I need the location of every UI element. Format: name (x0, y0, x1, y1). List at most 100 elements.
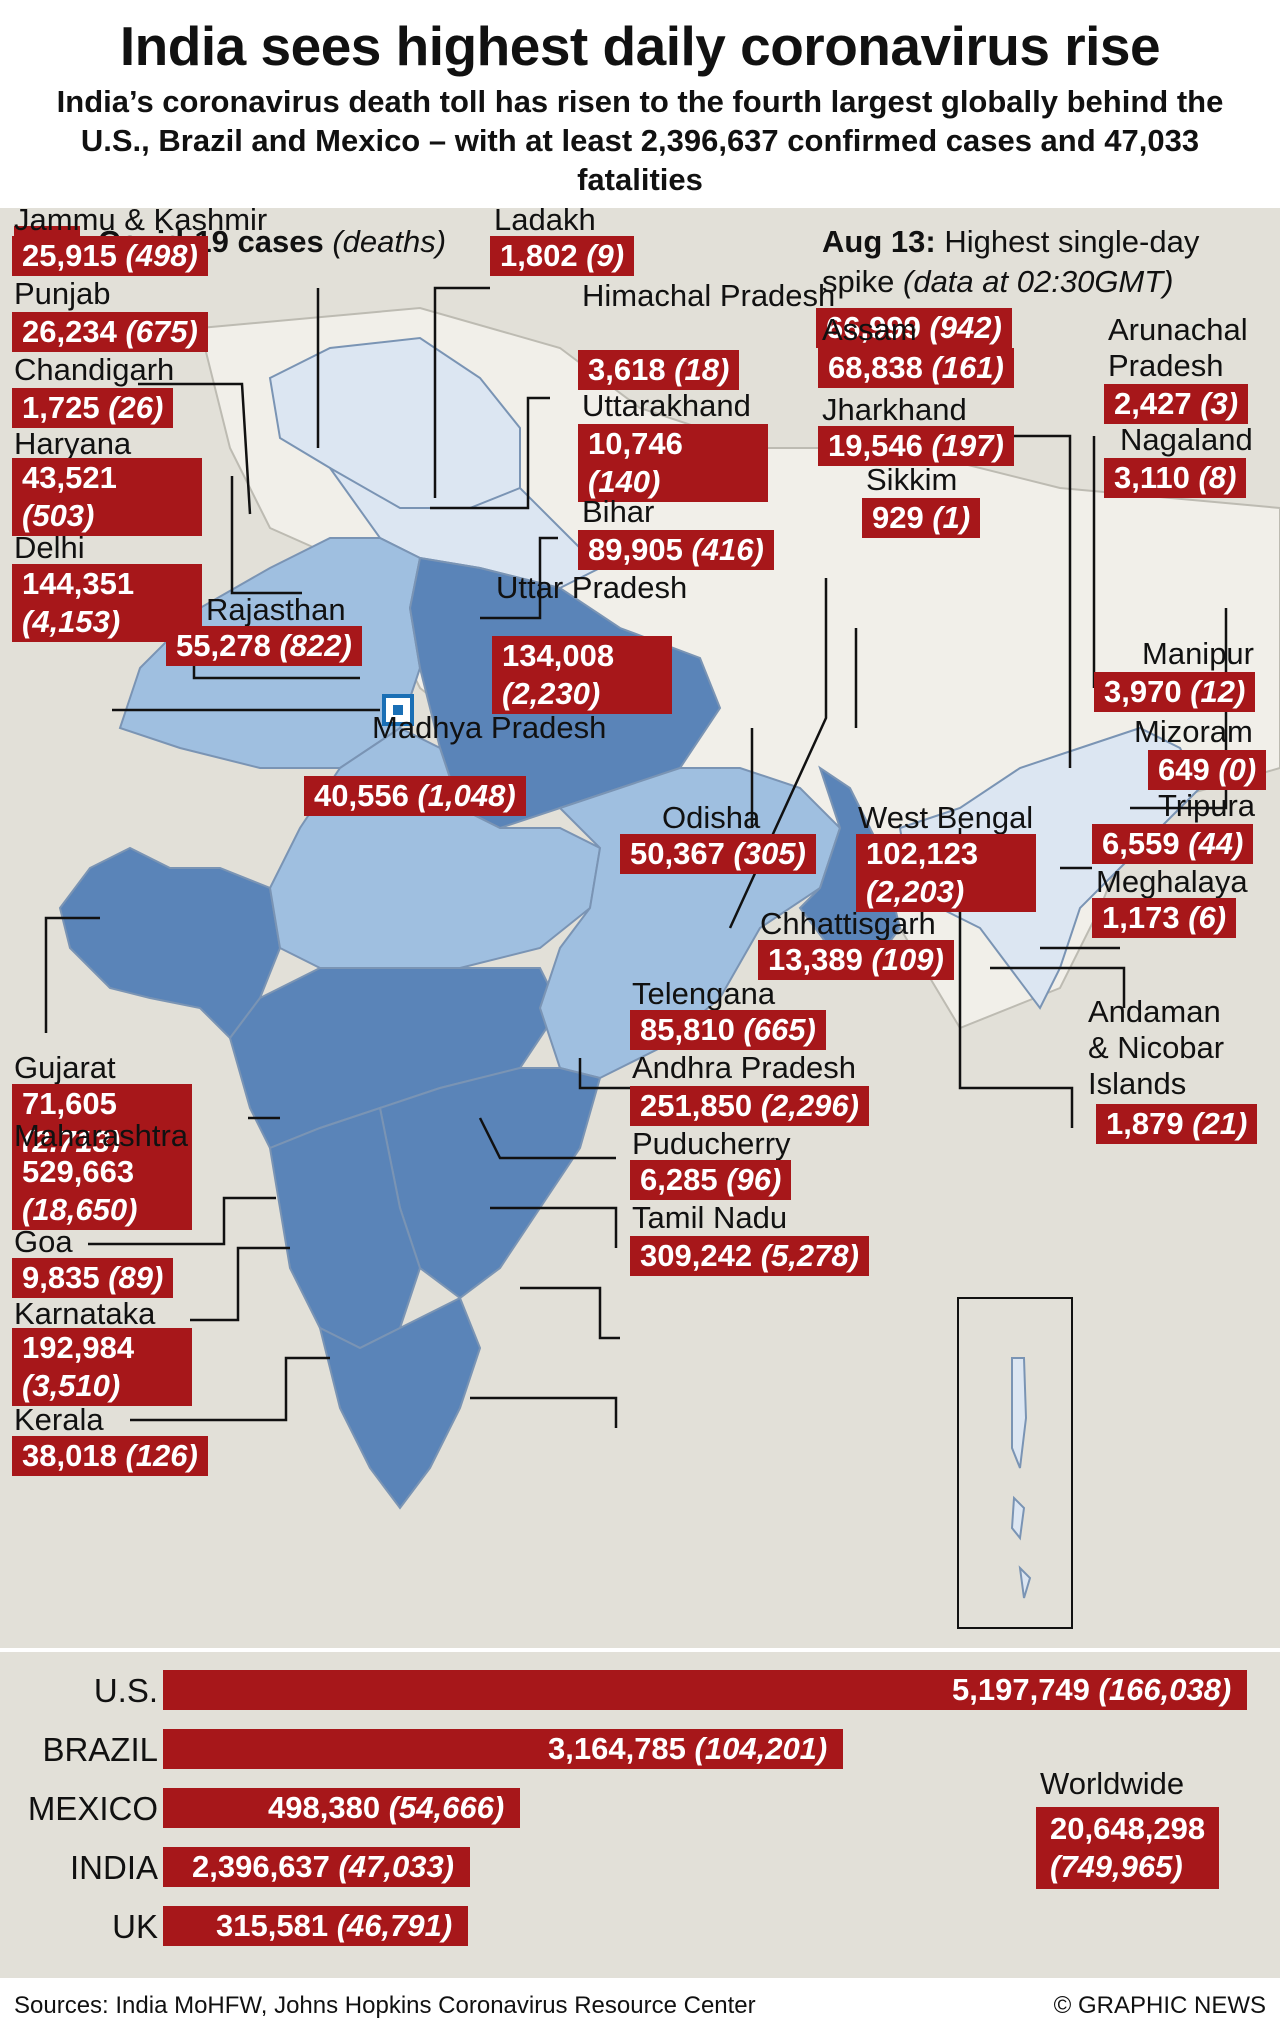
state-deaths: (26) (108, 390, 164, 425)
state-cases: 1,173 (1102, 900, 1180, 935)
state-figures-kerala: 38,018 (126) (12, 1436, 208, 1476)
state-cases: 26,234 (22, 314, 117, 349)
state-deaths: (140) (588, 464, 661, 499)
state-name-rajasthan: Rajasthan (206, 592, 346, 627)
state-figures-tripura: 6,559 (44) (1092, 824, 1254, 864)
state-cases: 25,915 (22, 238, 117, 273)
bar-label: INDIA (69, 1849, 158, 1886)
leader-chandigarh (230, 476, 302, 595)
state-figures-uttarakhand: 10,746 (140) (578, 424, 768, 502)
state-deaths: (18) (674, 352, 730, 387)
state-deaths: (1,048) (417, 778, 516, 813)
state-figures-tamil-nadu: 309,242 (5,278) (630, 1236, 869, 1276)
state-deaths: (89) (108, 1260, 164, 1295)
state-cases: 10,746 (588, 426, 683, 461)
state-cases: 1,879 (1106, 1106, 1184, 1141)
andaman-islands (1010, 1357, 1032, 1599)
state-figures-ladakh: 1,802 (9) (490, 236, 635, 276)
leader-andhra (490, 1206, 618, 1248)
bar-value-label: 2,396,637 (47,033) (192, 1849, 455, 1884)
bar-label: MEXICO (27, 1790, 158, 1827)
state-deaths: (5,278) (760, 1238, 859, 1273)
state-deaths: (18,650) (22, 1192, 138, 1227)
page-subtitle: India’s coronavirus death toll has risen… (56, 84, 1224, 197)
state-cases: 43,521 (22, 460, 117, 495)
state-figures-assam: 68,838 (161) (818, 348, 1014, 388)
state-name-delhi: Delhi (14, 530, 85, 565)
state-figures-jammu-kashmir: 25,915 (498) (12, 236, 208, 276)
state-cases: 9,835 (22, 1260, 100, 1295)
state-figures-andaman-nicobar-islands: 1,879 (21) (1096, 1104, 1258, 1144)
state-cases: 55,278 (176, 628, 271, 663)
state-name-sikkim: Sikkim (866, 462, 958, 497)
map-panel: Covid-19 cases (deaths) Aug 13: Highest … (0, 208, 1280, 1648)
state-figures-goa: 9,835 (89) (12, 1258, 174, 1298)
leader-gujarat (44, 916, 100, 1033)
state-cases: 309,242 (640, 1238, 753, 1273)
state-name-arunachal-pradesh: Arunachal Pradesh (1108, 312, 1248, 383)
state-name-puducherry: Puducherry (632, 1126, 791, 1161)
state-deaths: (3) (1200, 386, 1239, 421)
bar (163, 1729, 843, 1769)
state-cases: 13,389 (768, 942, 863, 977)
state-figures-karnataka: 192,984 (3,510) (12, 1328, 192, 1406)
state-figures-puducherry: 6,285 (96) (630, 1160, 792, 1200)
state-deaths: (6) (1188, 900, 1227, 935)
credit-note: © GRAPHIC NEWS (1053, 1992, 1266, 2019)
state-name-odisha: Odisha (662, 800, 761, 835)
state-name-ladakh: Ladakh (494, 208, 596, 237)
state-figures-sikkim: 929 (1) (862, 498, 981, 538)
state-cases: 85,810 (640, 1012, 735, 1047)
state-deaths: (21) (1192, 1106, 1248, 1141)
state-deaths: (822) (279, 628, 352, 663)
bar-value-label: 3,164,785 (104,201) (548, 1731, 828, 1766)
state-name-punjab: Punjab (14, 276, 111, 311)
state-cases: 68,838 (828, 350, 923, 385)
bar (163, 1670, 1247, 1710)
state-name-nagaland: Nagaland (1120, 422, 1253, 457)
state-figures-punjab: 26,234 (675) (12, 312, 208, 352)
state-deaths: (675) (125, 314, 198, 349)
state-figures-nagaland: 3,110 (8) (1104, 458, 1247, 498)
state-cases: 89,905 (588, 532, 683, 567)
state-name-maharashtra: Maharashtra (14, 1118, 189, 1153)
spike-label: Aug 13: Highest single-day spike (data a… (822, 224, 1200, 299)
state-name-haryana: Haryana (14, 426, 132, 461)
state-cases: 40,556 (314, 778, 409, 813)
state-cases: 71,605 (22, 1086, 117, 1121)
state-figures-himachal-pradesh: 3,618 (18) (578, 350, 740, 390)
state-deaths: (305) (733, 836, 806, 871)
state-cases: 6,285 (640, 1162, 718, 1197)
state-deaths: (503) (22, 498, 95, 533)
state-deaths: (2,230) (502, 676, 601, 711)
state-deaths: (0) (1218, 752, 1257, 787)
state-name-karnataka: Karnataka (14, 1296, 156, 1331)
state-deaths: (2,296) (760, 1088, 859, 1123)
state-deaths: (498) (125, 238, 198, 273)
state-figures-arunachal-pradesh: 2,427 (3) (1104, 384, 1249, 424)
spike-box: 66,999 (942) (816, 308, 1012, 348)
state-cases: 529,663 (22, 1154, 135, 1189)
state-deaths: (126) (125, 1438, 198, 1473)
bar (163, 1788, 520, 1828)
state-cases: 3,110 (1114, 460, 1190, 495)
state-name-chandigarh: Chandigarh (14, 352, 175, 387)
state-cases: 649 (1158, 752, 1210, 787)
bar-chart-panel: U.S. 5,197,749 (166,038) BRAZIL 3,164,785 (… (0, 1652, 1280, 1978)
state-deaths: (3,510) (22, 1368, 121, 1403)
state-deaths: (8) (1198, 460, 1237, 495)
leader-ladakh (433, 286, 490, 498)
leader-punjab (138, 382, 252, 515)
state-deaths: (96) (726, 1162, 782, 1197)
state-cases: 38,018 (22, 1438, 117, 1473)
state-figures-rajasthan: 55,278 (822) (166, 626, 362, 666)
state-figures-west-bengal: 102,123 (2,203) (856, 834, 1036, 912)
state-figures-manipur: 3,970 (12) (1094, 672, 1256, 712)
state-cases: 2,427 (1114, 386, 1192, 421)
leader-tamilnadu (470, 1396, 618, 1428)
state-figures-uttar-pradesh: 134,008 (2,230) (492, 636, 672, 714)
state-cases: 1,802 (500, 238, 578, 273)
state-name-tripura: Tripura (1158, 788, 1256, 823)
worldwide-deaths: (749,965) (1050, 1849, 1183, 1884)
state-figures-jharkhand: 19,546 (197) (818, 426, 1014, 466)
